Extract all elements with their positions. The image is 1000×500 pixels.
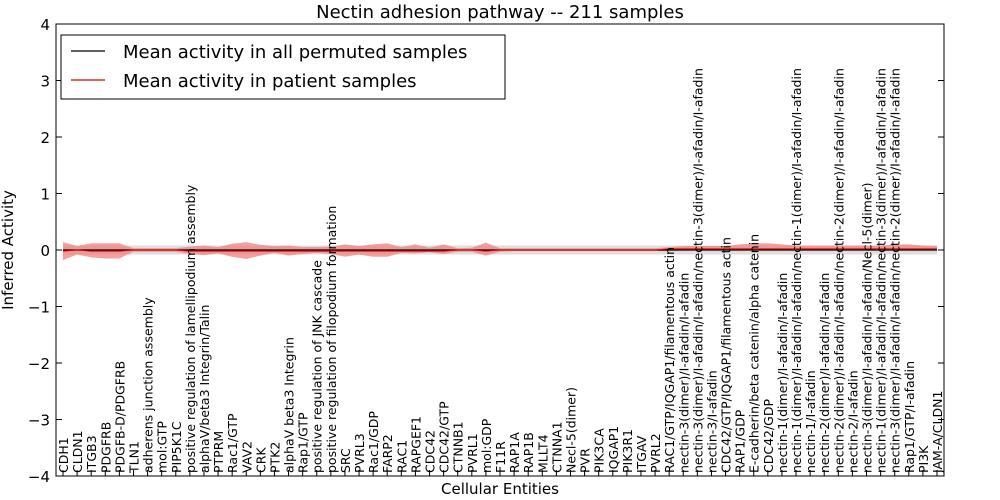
x-tick-label: RAPGEF1: [408, 416, 423, 473]
x-tick-label: PDGFB-D/PDGFRB: [112, 361, 127, 473]
x-tick-label: CTNNB1: [451, 421, 466, 473]
x-tick-label: IQGAP1: [606, 426, 621, 473]
x-tick-label: ITGB3: [84, 435, 99, 473]
x-tick-label: PVR: [578, 448, 593, 473]
x-axis-ticks: [62, 470, 938, 476]
x-tick-label: nectin-2(dimer)/I-afadin/I-afadin/nectin…: [831, 68, 846, 473]
x-tick-label: mol:GTP: [155, 421, 170, 473]
x-tick-label: PIK3R1: [620, 429, 635, 473]
line-layer: [62, 248, 937, 252]
x-tick-label: CTNNA1: [549, 421, 564, 473]
y-tick-label: −4: [28, 468, 50, 486]
x-tick-label: nectin-3/I-afadin: [704, 370, 719, 473]
y-tick-label: −3: [28, 412, 50, 430]
legend: Mean activity in all permuted samples Me…: [60, 34, 506, 100]
x-tick-labels: CDH1 CLDN1 ITGB3 PDGFRB PDGFB-D/PDGFRB TLN1 ad…: [56, 68, 945, 474]
x-tick-label: PDGFRB: [98, 422, 113, 473]
y-axis-label: Inferred Activity: [0, 190, 17, 310]
x-tick-label: RAP1/GDP: [733, 409, 748, 473]
x-tick-label: PVRL1: [465, 433, 480, 473]
x-tick-label: nectin-1/I-afadin: [803, 370, 818, 473]
x-tick-label: Rac1/GDP: [366, 411, 381, 473]
plot-border: [55, 23, 945, 477]
x-tick-label: PIK3CA: [592, 428, 607, 473]
x-tick-label: nectin-3(dimer)/I-afadin/I-afadin/nectin…: [888, 68, 903, 473]
x-tick-label: alphaV beta3 Integrin: [282, 337, 297, 473]
x-tick-label: Necl-5(dimer): [563, 387, 578, 473]
x-tick-label: nectin-2(dimer)/I-afadin/I-afadin: [817, 273, 832, 473]
x-axis-label: Cellular Entities: [441, 480, 559, 498]
x-tick-label: Rap1/GTP: [296, 412, 311, 473]
legend-label-patient: Mean activity in patient samples: [123, 71, 417, 92]
x-tick-label: CDC42: [423, 430, 438, 473]
x-tick-label: positive regulation of filopodium format…: [324, 206, 339, 473]
series-line-patient: [62, 248, 937, 252]
x-tick-label: nectin-3(dimer)/I-afadin/I-afadin/Necl-5…: [860, 182, 875, 473]
x-tick-label: adherens junction assembly: [141, 297, 156, 473]
x-tick-label: ITGAV: [634, 435, 649, 473]
x-tick-label: PVRL3: [352, 433, 367, 473]
y-tick-label: 3: [40, 73, 50, 91]
patient-band-layer: [63, 242, 937, 261]
x-tick-label: CRK: [253, 447, 268, 473]
chart-title: Nectin adhesion pathway -- 211 samples: [316, 2, 684, 23]
legend-box: [60, 34, 506, 100]
x-tick-label: nectin-1(dimer)/I-afadin/I-afadin/nectin…: [874, 68, 889, 473]
x-tick-label: alphaV/beta3 Integrin/Talin: [197, 305, 212, 474]
x-tick-label: PI3K: [916, 445, 931, 473]
x-tick-label: mol:GDP: [479, 418, 494, 473]
x-tick-label: CDC42/GDP: [761, 398, 776, 473]
x-tick-label: positive regulation of lamellipodium ass…: [183, 184, 198, 473]
x-tick-label: nectin-3(dimer)/I-afadin/I-afadin: [676, 273, 691, 473]
legend-label-permuted: Mean activity in all permuted samples: [123, 42, 467, 63]
x-tick-label: Rac1/GTP: [225, 413, 240, 473]
x-tick-label: nectin-2/I-afadin: [845, 370, 860, 473]
x-tick-label: RAP1A: [507, 432, 522, 473]
x-tick-label: nectin-3(dimer)/I-afadin/I-afadin/nectin…: [690, 68, 705, 473]
x-tick-label: Rap1/GTP/I-afadin: [902, 361, 917, 473]
patient-band: [63, 242, 937, 261]
x-tick-label: VAV2: [239, 441, 254, 473]
x-tick-label: MLLT4: [535, 434, 550, 473]
y-tick-label: 2: [40, 129, 50, 147]
x-tick-label: nectin-1(dimer)/I-afadin/I-afadin: [775, 273, 790, 473]
y-tick-label: −1: [28, 299, 50, 317]
x-tick-label: RAC1: [394, 440, 409, 473]
x-tick-label: E-cadherin/beta catenin/alpha catenin: [747, 234, 762, 473]
x-tick-label: CLDN1: [70, 430, 85, 473]
y-tick-label: 0: [40, 242, 50, 260]
x-tick-label: JAM-A/CLDN1: [930, 391, 945, 474]
x-tick-label: PVRL2: [648, 433, 663, 473]
x-tick-label: SRC: [338, 448, 353, 473]
x-tick-label: PIP5K1C: [169, 421, 184, 473]
x-tick-label: positive regulation of JNK cascade: [310, 260, 325, 473]
x-tick-label: nectin-1(dimer)/I-afadin/I-afadin/nectin…: [789, 68, 804, 473]
x-tick-label: F11R: [493, 441, 508, 473]
x-tick-label: CDC42/GTP/IQGAP1/filamentous actin: [719, 237, 734, 473]
x-tick-label: CDC42/GTP: [437, 401, 452, 473]
x-tick-label: TLN1: [126, 441, 141, 474]
y-tick-label: 4: [40, 16, 50, 34]
x-tick-label: FARP2: [380, 434, 395, 473]
y-tick-label: 1: [40, 186, 50, 204]
x-tick-label: RAC1/GTP/IQGAP1/filamentous actin: [662, 247, 677, 473]
x-tick-label: CDH1: [56, 437, 71, 473]
x-tick-label: RAP1B: [521, 432, 536, 473]
x-tick-label: PTK2: [267, 442, 282, 473]
y-tick-label: −2: [28, 355, 50, 373]
y-axis: −4 −3 −2 −1 0 1 2 3 4: [28, 16, 944, 486]
x-tick-label: PTPRM: [211, 431, 226, 473]
